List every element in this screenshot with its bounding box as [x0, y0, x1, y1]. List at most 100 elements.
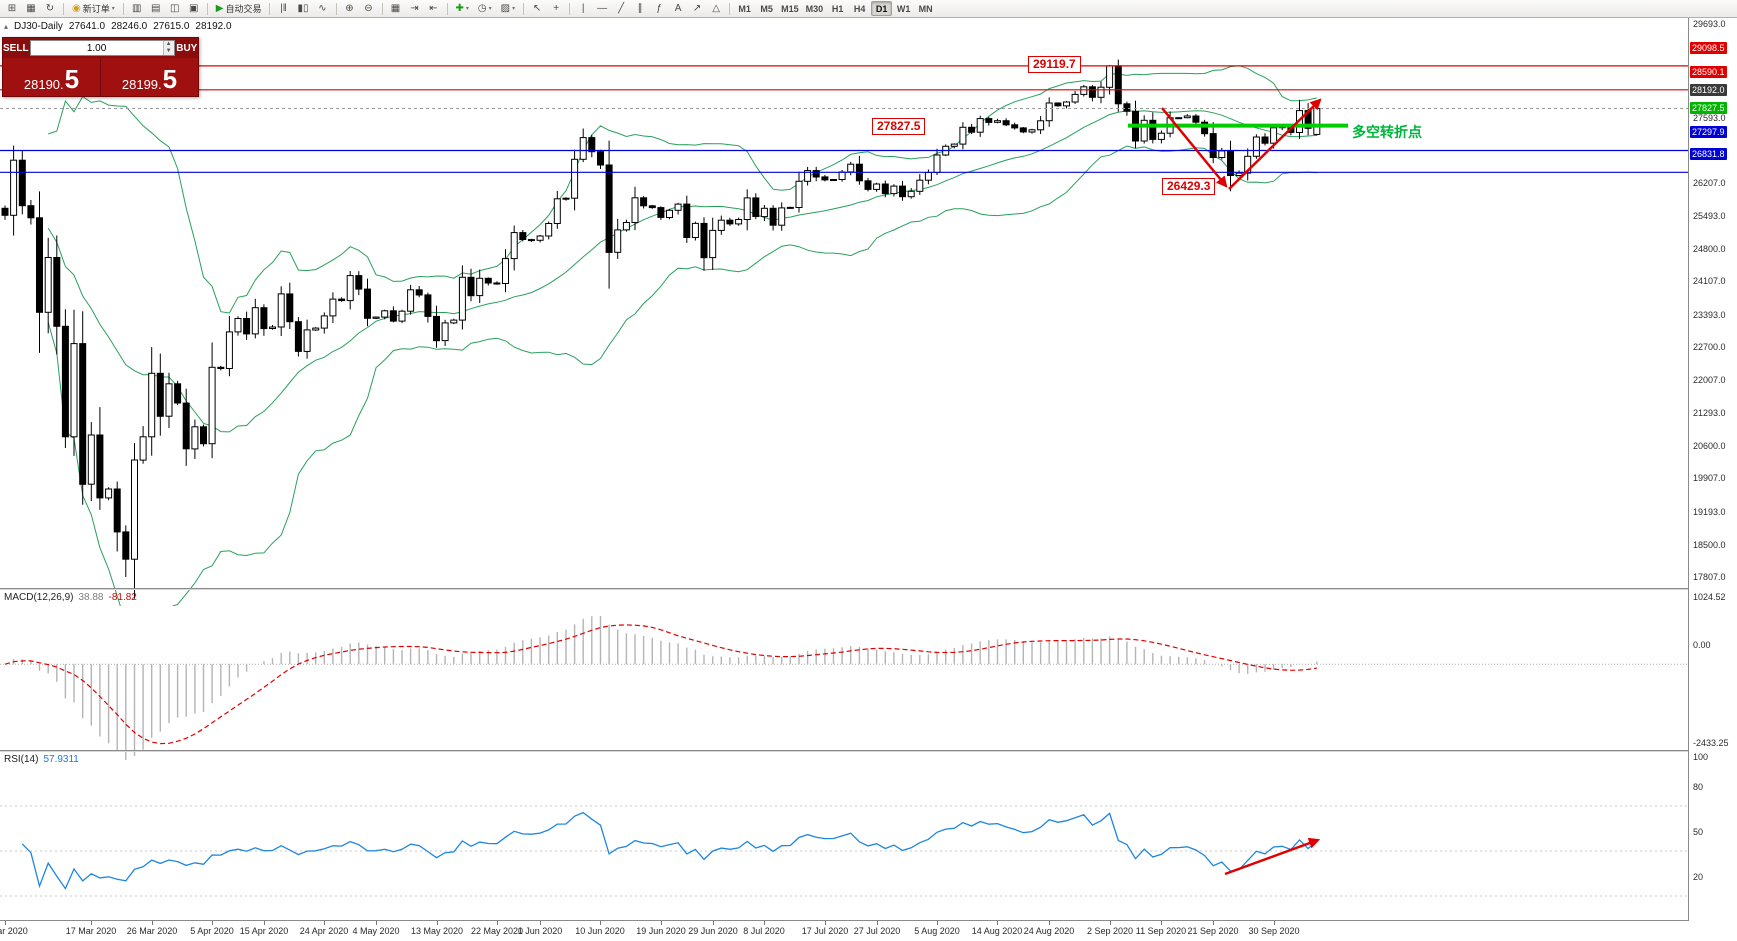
timeframe-h1-button[interactable]: H1 [831, 3, 844, 14]
price-scale-label: 29693.0 [1693, 19, 1726, 29]
terminal-button[interactable]: ▣ [185, 1, 203, 17]
toolbar-separator [381, 2, 383, 15]
time-axis-label: 26 Mar 2020 [126, 926, 178, 936]
ohlc-low: 27615.0 [153, 21, 190, 32]
timeframe-m15-button[interactable]: M15 [781, 3, 799, 14]
new-order-button[interactable]: ◉ 新订单 ▾ [68, 1, 119, 17]
zoom-in-button[interactable]: ⊕ [341, 1, 359, 17]
sell-label[interactable]: SELL [3, 42, 29, 54]
rsi-scale-label: 80 [1693, 782, 1704, 792]
fibonacci-button[interactable]: ƒ [650, 1, 668, 17]
time-axis-tick [324, 921, 325, 925]
timeframe-h4-button[interactable]: H4 [853, 3, 866, 14]
refresh-button[interactable]: ↻ [41, 1, 59, 17]
buy-label[interactable]: BUY [176, 42, 198, 54]
macd-panel[interactable] [0, 608, 1688, 768]
auto-scroll-button[interactable]: ⇥ [406, 1, 424, 17]
cursor-button[interactable]: ↖ [528, 1, 546, 17]
shapes-button[interactable]: △ [707, 1, 725, 17]
annotation-swing-low[interactable]: 26429.3 [1162, 178, 1216, 195]
time-axis-tick [91, 921, 92, 925]
chart-shift-button[interactable]: ⇤ [425, 1, 443, 17]
vertical-line-button[interactable]: | [574, 1, 592, 17]
periods-icon: ◷ [477, 2, 487, 14]
candlestick-chart-button[interactable]: ▮▯ [293, 1, 312, 17]
arrows-icon: ↗ [692, 2, 702, 14]
timeframe-m5-button[interactable]: M5 [760, 3, 773, 14]
templates-caret-icon: ▾ [512, 6, 516, 12]
text-button[interactable]: A [669, 1, 687, 17]
rsi-panel[interactable] [0, 770, 1688, 936]
timeframe-m1-button[interactable]: M1 [738, 3, 751, 14]
time-axis-label: 3 Mar 2020 [0, 926, 28, 936]
time-axis-tick [1274, 921, 1275, 925]
time-axis-label: 27 Jul 2020 [853, 926, 901, 936]
auto-trading-button[interactable]: ▶ 自动交易 [212, 1, 266, 17]
timeframe-mn-button[interactable]: MN [918, 3, 933, 14]
volume-input[interactable] [30, 42, 163, 54]
horizontal-line-icon: — [597, 2, 608, 14]
bar-chart-button[interactable]: |‖ [274, 1, 292, 17]
data-window-button[interactable]: ▤ [147, 1, 165, 17]
main-price-chart[interactable] [0, 36, 1688, 606]
tile-windows-button[interactable]: ▦ [387, 1, 405, 17]
panel-separator[interactable] [0, 750, 1689, 752]
zoom-out-button[interactable]: ⊖ [360, 1, 378, 17]
price-scale-label: 25493.0 [1693, 211, 1726, 222]
price-scale-label: 24107.0 [1693, 276, 1726, 287]
auto-trading-label: 自动交易 [225, 4, 262, 14]
chart-window[interactable] [0, 18, 1689, 936]
price-scale-badge: 28192.0 [1690, 84, 1727, 97]
navigator-button[interactable]: ◫ [166, 1, 184, 17]
price-scale-label: 21293.0 [1693, 408, 1726, 419]
time-axis[interactable]: 3 Mar 2020 17 Mar 2020 26 Mar 2020 5 Apr 20… [0, 920, 1689, 941]
indicators-button[interactable]: ✚ ▾ [452, 1, 473, 17]
time-axis-tick [713, 921, 714, 925]
timeframe-d1-button[interactable]: D1 [871, 1, 893, 16]
panel-separator[interactable] [0, 588, 1689, 590]
periods-button[interactable]: ◷ ▾ [474, 1, 496, 17]
time-axis-label: 24 Aug 2020 [1023, 926, 1075, 936]
buy-button[interactable]: 28199. 5 [101, 58, 198, 96]
volume-down-button[interactable]: ▼ [163, 48, 174, 55]
trendline-button[interactable]: ╱ [612, 1, 630, 17]
price-scale-label: 20600.0 [1693, 440, 1726, 451]
down-trend-arrow[interactable] [1161, 107, 1228, 188]
new-chart-button[interactable]: ⊞ [3, 1, 21, 17]
sell-button[interactable]: 28190. 5 [3, 58, 100, 96]
timeframe-m30-button[interactable]: M30 [805, 3, 824, 14]
price-scale-badge: 26831.8 [1690, 148, 1727, 161]
rsi-up-arrow[interactable] [1224, 837, 1321, 876]
one-click-toggle-icon[interactable]: ▴ [4, 22, 9, 31]
time-axis-tick [877, 921, 878, 925]
channel-button[interactable]: ∥ [631, 1, 649, 17]
timeframe-w1-button[interactable]: W1 [896, 3, 911, 14]
crosshair-button[interactable]: + [547, 1, 565, 17]
annotation-swing-high[interactable]: 29119.7 [1028, 56, 1081, 73]
auto-scroll-icon: ⇥ [410, 2, 419, 14]
chart-symbol-title: ▴ DJ30-Daily 27641.0 28246.0 27615.0 281… [4, 21, 232, 32]
annotation-pivot[interactable]: 27827.5 [872, 118, 926, 135]
up-trend-arrow[interactable] [1228, 98, 1322, 190]
time-axis-tick [540, 921, 541, 925]
time-axis-tick [5, 921, 6, 925]
arrows-button[interactable]: ↗ [688, 1, 706, 17]
macd-scale-label: 1024.52 [1693, 592, 1726, 602]
volume-control[interactable]: ▲ ▼ [29, 40, 175, 56]
horizontal-line-button[interactable]: — [593, 1, 611, 17]
volume-up-button[interactable]: ▲ [163, 41, 174, 48]
time-axis-label: 4 May 2020 [352, 926, 400, 936]
time-axis-label: 29 Jun 2020 [688, 926, 738, 936]
toolbar-separator [122, 2, 124, 15]
annotation-pivot-note[interactable]: 多空转折点 [1352, 124, 1422, 140]
profiles-button[interactable]: ▦ [22, 1, 40, 17]
new-order-icon: ◉ [72, 2, 81, 14]
templates-button[interactable]: ▨ ▾ [497, 1, 519, 17]
toolbar-separator [446, 2, 448, 15]
line-chart-button[interactable]: ∿ [314, 1, 332, 17]
time-axis-tick [264, 921, 265, 925]
profiles-icon: ▦ [26, 2, 36, 14]
toolbar-separator [569, 2, 571, 15]
market-watch-button[interactable]: ▥ [128, 1, 146, 17]
price-scale[interactable]: 29693.0 27593.0 26207.0 25493.0 24800.0 24107… [1689, 18, 1737, 920]
